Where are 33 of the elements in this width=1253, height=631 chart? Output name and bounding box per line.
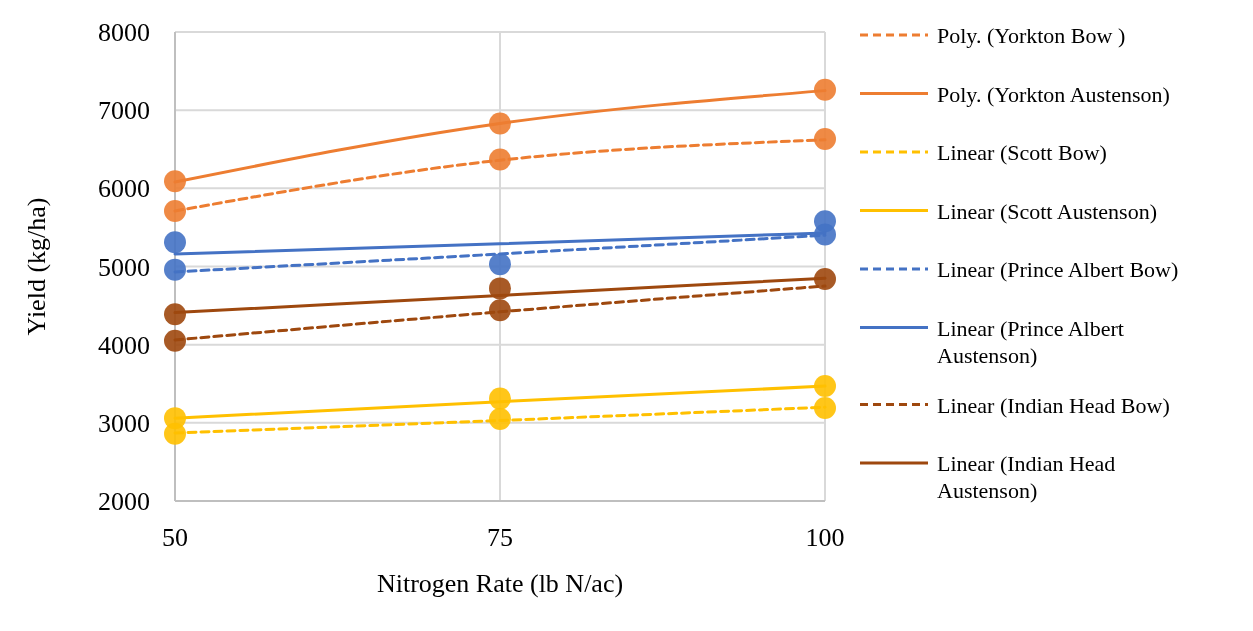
point (164, 407, 186, 430)
legend-label: Linear (Prince Albert Austenson) (937, 315, 1124, 368)
legend-label: Poly. (Yorkton Austenson) (937, 81, 1170, 107)
point (164, 200, 186, 222)
point (814, 78, 836, 101)
legend-label: Linear (Prince Albert Bow) (937, 257, 1179, 282)
point (164, 170, 186, 193)
y-tick-label: 7000 (98, 96, 150, 126)
x-axis-title: Nitrogen Rate (lb N/ac) (376, 569, 624, 598)
legend-label: Linear (Scott Bow) (937, 140, 1107, 165)
point (489, 253, 511, 276)
y-tick-label: 4000 (98, 330, 150, 360)
legend-label: Linear (Indian Head Austenson) (937, 451, 1116, 503)
legend-label: Poly. (Yorkton Bow ) (937, 23, 1126, 48)
point (814, 210, 836, 233)
y-tick-label: 3000 (98, 408, 150, 438)
point (814, 375, 836, 398)
x-tick-label: 100 (805, 523, 845, 552)
point (164, 258, 186, 281)
legend-label: Linear (Scott Austenson) (937, 198, 1157, 224)
x-tick-label: 50 (162, 523, 188, 552)
y-tick-label: 8000 (98, 18, 150, 48)
y-tick-label: 2000 (98, 487, 150, 517)
point (164, 303, 186, 326)
point (814, 128, 836, 151)
legend-label: Linear (Indian Head Bow) (937, 392, 1170, 418)
y-tick-label: 6000 (98, 174, 150, 204)
point (814, 396, 836, 419)
point (164, 231, 186, 254)
y-axis-title: Yield (kg/ha) (22, 197, 51, 336)
y-tick-label: 5000 (98, 252, 150, 282)
x-tick-label: 75 (487, 523, 513, 552)
point (164, 329, 186, 352)
